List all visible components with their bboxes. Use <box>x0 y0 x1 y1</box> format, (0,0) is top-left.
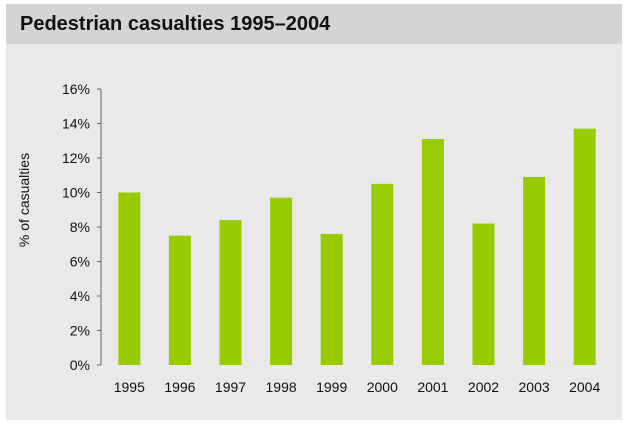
x-tick-label: 2004 <box>569 379 600 395</box>
bar-1997 <box>219 220 242 365</box>
y-tick-label: 8% <box>70 219 90 235</box>
y-axis: 0% 2% 4% 6% 8% 10% 12% 14% 16% <box>62 81 102 373</box>
x-tick-label: 2003 <box>519 379 550 395</box>
x-tick-label: 1997 <box>215 379 246 395</box>
x-tick-label: 2001 <box>417 379 448 395</box>
bar-1996 <box>168 235 191 365</box>
y-axis-label: % of casualties <box>16 153 32 247</box>
bar-1995 <box>118 192 141 365</box>
x-tick-label: 2000 <box>367 379 398 395</box>
y-tick-label: 16% <box>62 81 90 97</box>
x-tick-label: 2002 <box>468 379 499 395</box>
bar-1999 <box>320 233 343 365</box>
bar-2003 <box>523 176 546 365</box>
y-tick-label: 4% <box>70 288 90 304</box>
x-tick-label: 1995 <box>114 379 145 395</box>
bar-2002 <box>472 223 495 365</box>
y-tick-label: 10% <box>62 185 90 201</box>
y-tick-label: 12% <box>62 150 90 166</box>
bar-2000 <box>371 183 394 365</box>
y-tick-label: 14% <box>62 116 90 132</box>
bar-2004 <box>573 128 596 365</box>
x-axis: 1995 1996 1997 1998 1999 2000 2001 2002 2003 2004 <box>114 379 601 395</box>
x-tick-label: 1996 <box>164 379 195 395</box>
y-tick-label: 6% <box>70 254 90 270</box>
title-bar: Pedestrian casualties 1995–2004 <box>6 4 622 44</box>
bar-1998 <box>270 197 293 365</box>
bar-2001 <box>421 139 444 365</box>
y-tick-label: 0% <box>70 357 90 373</box>
chart-frame: Pedestrian casualties 1995–2004 <box>6 4 622 420</box>
x-tick-label: 1998 <box>266 379 297 395</box>
bars <box>118 128 596 365</box>
chart-title: Pedestrian casualties 1995–2004 <box>20 13 331 35</box>
x-tick-label: 1999 <box>316 379 347 395</box>
y-tick-label: 2% <box>70 323 90 339</box>
